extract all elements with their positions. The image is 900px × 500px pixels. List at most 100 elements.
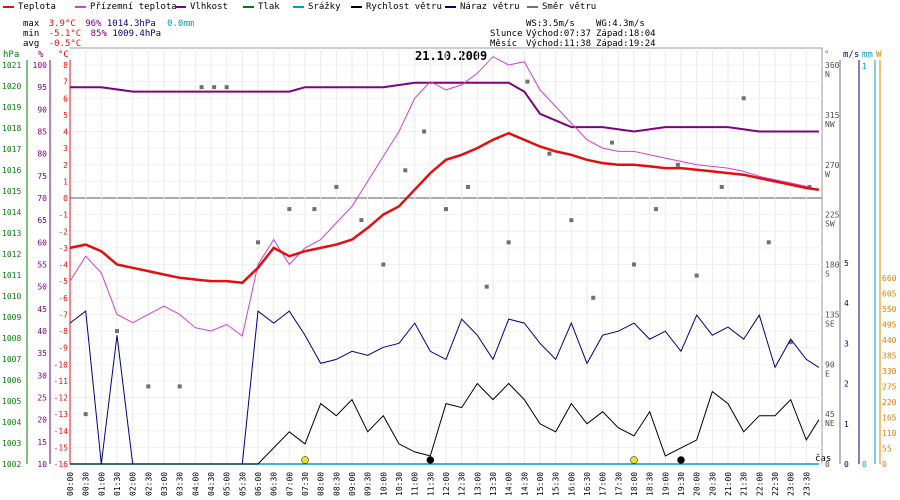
y-tick-pressure: 1007 (2, 355, 21, 364)
wind-direction-point (653, 207, 658, 212)
y-tick-direction: 315 (825, 111, 840, 120)
x-tick-label: 23:00 (787, 472, 796, 496)
y-tick-rain: 1 (862, 62, 867, 71)
y-tick-pressure: 1019 (2, 103, 21, 112)
y-tick-direction-compass: S (825, 270, 830, 279)
y-tick-temperature: 0 (63, 194, 68, 203)
x-tick-label: 19:30 (677, 472, 686, 496)
y-tick-direction: 360 (825, 61, 840, 70)
x-tick-label: 02:00 (129, 472, 138, 496)
y-tick-temperature: -9 (58, 344, 68, 353)
x-tick-label: 09:00 (348, 472, 357, 496)
y-tick-humidity: 95 (37, 83, 47, 92)
y-tick-pressure: 1003 (2, 439, 21, 448)
x-tick-label: 12:30 (458, 472, 467, 496)
y-tick-temperature: -3 (58, 244, 68, 253)
wind-direction-point (525, 79, 530, 84)
wind-direction-point (569, 218, 574, 223)
y-tick-pressure: 1005 (2, 397, 21, 406)
event-marker (677, 456, 685, 464)
series-gust (69, 310, 820, 465)
wind-direction-point (444, 207, 448, 212)
y-tick-temperature: 6 (63, 94, 68, 103)
y-tick-wind: 4 (844, 299, 849, 308)
x-tick-label: 03:00 (160, 472, 169, 496)
axis-label-cas: čas (815, 453, 831, 464)
y-tick-rain: 0 (862, 460, 867, 469)
x-tick-label: 20:30 (708, 472, 717, 496)
y-tick-temperature: 3 (63, 144, 68, 153)
wind-direction-point (506, 240, 511, 245)
wind-direction-point (675, 162, 680, 167)
x-tick-label: 22:00 (755, 472, 764, 496)
moonset: Západ:19:24 (596, 39, 656, 49)
axis-label-ms: m/s (843, 50, 859, 60)
y-tick-solar: 0 (882, 460, 887, 469)
y-tick-wind: 0 (844, 460, 849, 469)
wind-direction-point (312, 207, 317, 212)
y-tick-direction-compass: NW (825, 120, 835, 129)
y-tick-temperature: -2 (58, 227, 68, 236)
legend-rychlost: Rychlost větru (351, 2, 442, 12)
y-tick-direction-compass: SW (825, 220, 835, 229)
y-tick-direction: 270 (825, 161, 840, 170)
y-tick-pressure: 1010 (2, 292, 21, 301)
y-tick-temperature: 5 (63, 111, 68, 120)
wind-direction-point (334, 184, 339, 189)
y-tick-solar: 110 (882, 429, 897, 438)
event-marker (301, 456, 309, 464)
y-tick-solar: 660 (882, 274, 897, 283)
x-tick-label: 18:00 (630, 472, 639, 496)
wind-direction-point (465, 184, 470, 189)
x-tick-label: 10:00 (379, 472, 388, 496)
wind-direction-point (256, 240, 260, 245)
x-tick-label: 16:30 (583, 472, 592, 496)
y-tick-direction-compass: NE (825, 419, 835, 428)
y-tick-direction: 225 (825, 211, 840, 220)
chart-title: 21.10.2009 (415, 49, 487, 63)
series-temperature (69, 131, 820, 285)
legend-label: Směr větru (542, 2, 597, 12)
x-tick-label: 00:00 (66, 472, 75, 496)
y-tick-direction-compass: E (825, 369, 830, 378)
x-tick-label: 23:30 (802, 472, 811, 496)
event-marker (630, 456, 638, 464)
legend-label: Přízemní teplota (90, 2, 177, 12)
y-tick-pressure: 1020 (2, 82, 21, 91)
axis-label-degc: °C (58, 50, 69, 60)
stats-max-row: max 3.9°C 96% 1014.3hPa 0.0mm (23, 19, 194, 29)
x-tick-label: 15:00 (536, 472, 545, 496)
wind-direction-point (359, 218, 364, 223)
y-tick-pressure: 1006 (2, 376, 21, 385)
legend-tlak: Tlak (243, 2, 280, 12)
y-tick-temperature: -13 (54, 410, 69, 419)
x-tick-label: 06:30 (270, 472, 279, 496)
axis-label-w: W (876, 50, 882, 60)
y-tick-humidity: 40 (37, 327, 47, 336)
x-tick-label: 11:00 (411, 472, 420, 496)
x-tick-label: 03:30 (176, 472, 185, 496)
y-tick-humidity: 55 (37, 261, 47, 270)
x-tick-label: 01:00 (97, 472, 106, 496)
x-tick-label: 07:30 (301, 472, 310, 496)
y-tick-direction: 45 (825, 410, 835, 419)
y-tick-solar: 165 (882, 414, 897, 423)
wind-direction-point (83, 412, 88, 417)
stats-max-label: max (23, 19, 40, 29)
stats-max-rain: 0.0mm (167, 19, 195, 29)
legend-naraz: Náraz větru (445, 2, 520, 12)
y-tick-pressure: 1021 (2, 61, 21, 70)
stats-min-label: min (23, 29, 40, 39)
y-tick-humidity: 100 (33, 61, 48, 70)
y-tick-solar: 605 (882, 290, 897, 299)
wind-direction-point (403, 168, 408, 173)
x-tick-label: 10:30 (395, 472, 404, 496)
y-tick-wind: 3 (844, 339, 849, 348)
y-tick-direction: 90 (825, 360, 835, 369)
x-tick-label: 17:30 (614, 472, 623, 496)
wind-direction-point (177, 384, 182, 389)
y-tick-solar: 550 (882, 305, 897, 314)
wind-direction-point (287, 207, 292, 212)
x-tick-label: 18:30 (646, 472, 655, 496)
series-ground-temperature (69, 56, 820, 337)
